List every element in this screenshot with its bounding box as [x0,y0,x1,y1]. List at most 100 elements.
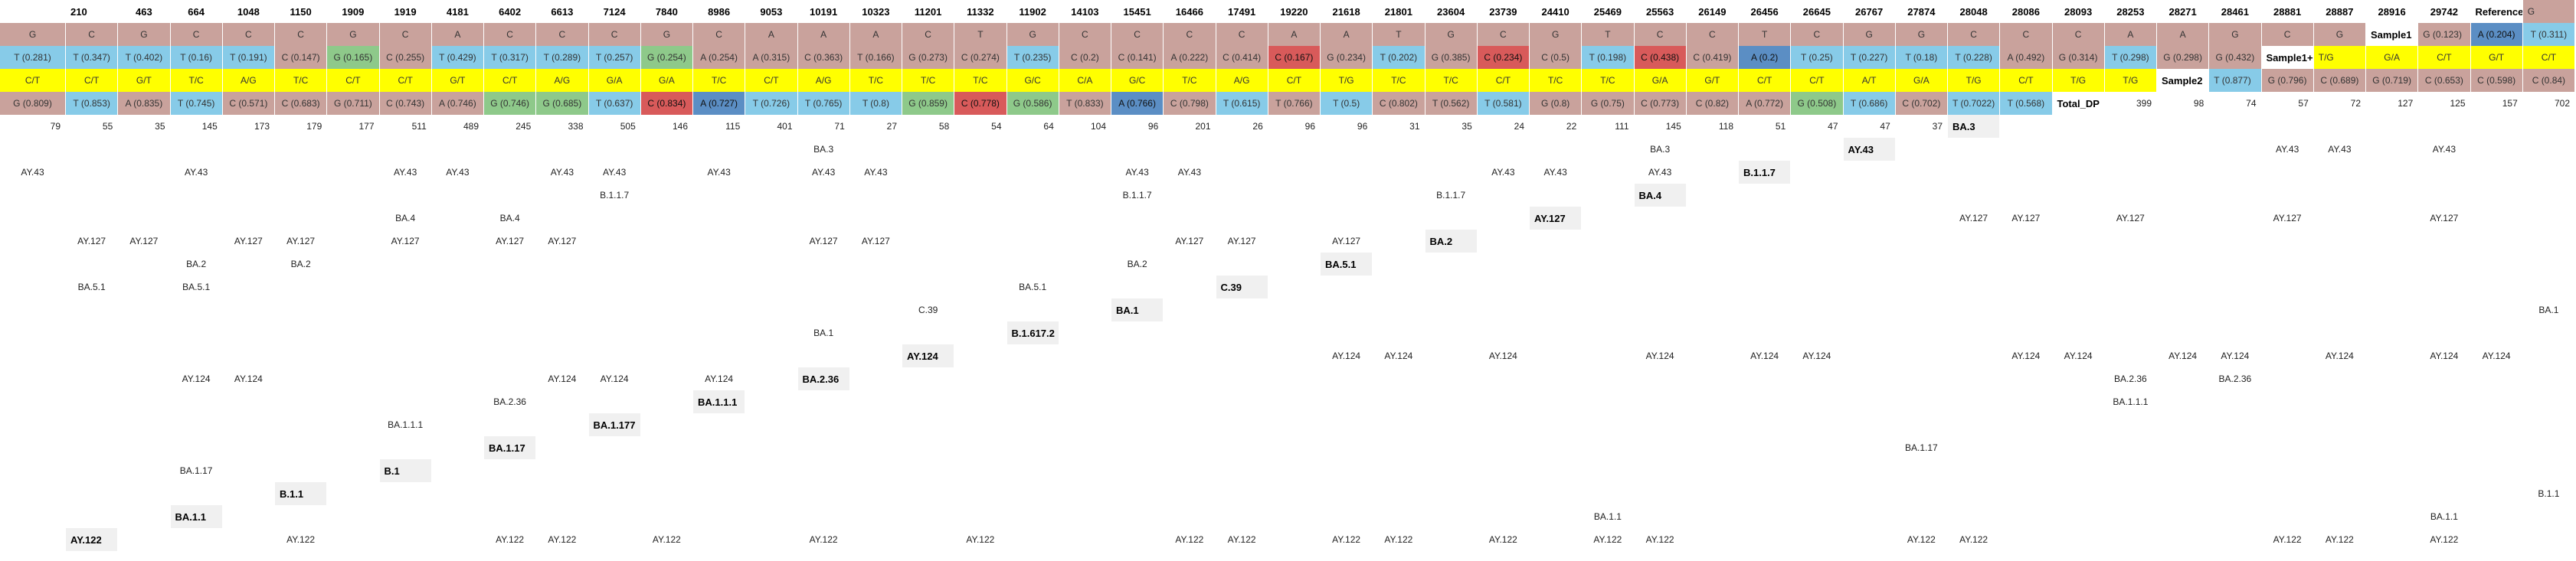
lineage-cell [850,505,902,528]
lineage-cell [380,253,432,276]
position-header: 7840 [641,0,693,23]
lineage-cell [693,138,746,161]
lineage-cell [2157,528,2210,551]
base-cell: G (0.314) [2052,46,2105,69]
lineage-cell [432,528,484,551]
lineage-cell [327,276,380,298]
base-cell: T/C [1373,69,1425,92]
lineage-cell [66,436,119,459]
lineage-cell [1373,138,1425,161]
lineage-cell: AY.124 [1739,344,1792,367]
lineage-cell [1530,505,1583,528]
base-cell: T (0.402) [118,46,171,69]
lineage-cell [223,321,275,344]
lineage-cell [2209,482,2262,505]
lineage-cell [1059,184,1111,207]
lineage-cell: AY.127 [2000,207,2053,230]
lineage-cell [1164,184,1216,207]
lineage-cell [1791,184,1844,207]
lineage-cell [902,390,955,413]
lineage-cell [1321,138,1373,161]
lineage-cell [2000,276,2053,298]
lineage-cell: AY.122 [1321,528,1373,551]
lineage-cell [1739,298,1792,321]
lineage-cell: BA.3 [798,138,850,161]
base-cell: T (0.289) [536,46,589,69]
lineage-cell [954,413,1007,436]
lineage-cell [2053,184,2105,207]
lineage-cell [2262,115,2314,138]
lineage-cell [1582,390,1635,413]
lineage-cell [2157,482,2210,505]
lineage-cell [641,138,693,161]
lineage-cell [484,321,537,344]
lineage-cell [223,344,275,367]
lineage-cell: AY.43 [536,161,589,184]
lineage-cell [66,138,119,161]
depth-cell: 22 [1530,115,1583,138]
lineage-cell [2105,298,2157,321]
lineage-cell: AY.124 [1635,344,1687,367]
lineage-cell [2262,253,2314,276]
lineage-cell [1582,253,1635,276]
lineage-cell [1164,321,1216,344]
lineage-cell [484,367,537,390]
row-label-lineage: BA.1.17 [484,436,537,459]
lineage-cell [1687,161,1739,184]
position-header: 15451 [1111,0,1164,23]
lineage-cell [1059,207,1111,230]
lineage-cell [432,298,484,321]
base-cell: A (0.766) [1111,92,1164,115]
lineage-cell [1268,207,1321,230]
lineage-cell [954,344,1007,367]
lineage-cell [536,482,589,505]
lineage-cell [641,298,693,321]
lineage-cell [2366,298,2419,321]
lineage-cell [2053,367,2105,390]
lineage-cell [2523,436,2575,459]
base-cell: T (0.198) [1582,46,1635,69]
lineage-cell [1530,390,1583,413]
lineage-cell [589,207,641,230]
base-cell: G [1843,23,1896,46]
lineage-cell [484,298,537,321]
lineage-cell [1216,505,1268,528]
lineage-cell [850,207,902,230]
lineage-cell [432,321,484,344]
lineage-cell [850,138,902,161]
base-cell: T (0.227) [1843,46,1896,69]
depth-cell: 64 [1007,115,1059,138]
lineage-cell [2157,253,2210,276]
lineage-cell [2157,138,2210,161]
base-cell: C [536,23,589,46]
base-cell: G (0.796) [2261,69,2314,92]
lineage-cell [0,253,66,276]
lineage-cell [2105,344,2157,367]
lineage-cell [1582,161,1635,184]
depth-cell: 72 [2314,92,2366,115]
lineage-cell [1268,276,1321,298]
base-cell: C [222,23,275,46]
base-cell: T/C [170,69,223,92]
lineage-cell [1635,207,1687,230]
lineage-cell [1530,344,1583,367]
lineage-cell [2105,161,2157,184]
lineage-cell [2314,298,2366,321]
lineage-cell [2157,207,2210,230]
lineage-cell [1582,413,1635,436]
lineage-cell: BA.1.1 [1582,505,1635,528]
lineage-cell [2418,321,2471,344]
lineage-cell [1896,413,1948,436]
lineage-cell [1007,436,1059,459]
lineage-cell [2209,138,2262,161]
position-header: 11201 [902,0,955,23]
lineage-cell [1687,413,1739,436]
lineage-cell [589,528,641,551]
lineage-cell: BA.4 [484,207,537,230]
lineage-cell [1164,344,1216,367]
lineage-cell: AY.122 [1582,528,1635,551]
lineage-cell [2105,528,2157,551]
lineage-cell [2000,436,2053,459]
lineage-cell [2105,505,2157,528]
